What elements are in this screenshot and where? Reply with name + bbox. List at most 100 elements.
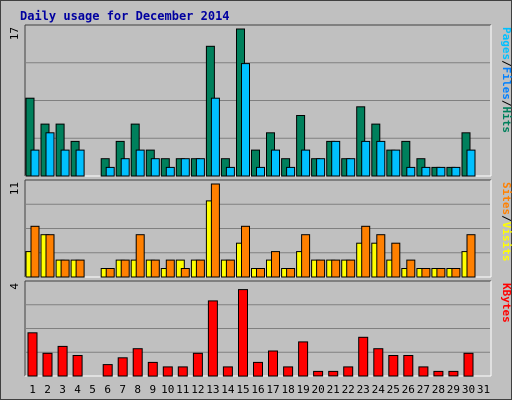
bar-sites-day-6: [105, 268, 115, 278]
bar-pages-day-6: [105, 166, 115, 177]
day-label-6: 6: [104, 383, 111, 396]
bar-sites-day-29: [451, 268, 461, 278]
bar-kbytes-day-27: [418, 366, 429, 377]
chart-title: Daily usage for December 2014: [20, 9, 230, 23]
day-label-18: 18: [281, 383, 294, 396]
bar-sites-day-17: [271, 251, 280, 278]
bar-pages-day-3: [60, 149, 70, 177]
bar-sites-day-11: [180, 268, 190, 278]
bar-kbytes-day-13: [207, 300, 218, 377]
day-label-8: 8: [134, 383, 141, 396]
bar-pages-day-15: [241, 63, 250, 177]
day-label-13: 13: [206, 383, 219, 396]
day-label-23: 23: [357, 383, 370, 396]
bar-pages-day-27: [421, 166, 431, 177]
bar-sites-day-25: [391, 242, 401, 278]
day-label-16: 16: [251, 383, 264, 396]
bar-sites-day-15: [241, 225, 250, 278]
bar-pages-day-28: [436, 166, 446, 177]
bar-kbytes-day-4: [72, 355, 83, 377]
bar-kbytes-day-22: [343, 366, 354, 377]
day-label-1: 1: [29, 383, 36, 396]
day-label-9: 9: [149, 383, 156, 396]
bar-sites-day-16: [256, 268, 265, 278]
bar-sites-day-18: [286, 268, 296, 278]
bar-kbytes-day-2: [42, 352, 53, 377]
bar-sites-day-23: [361, 225, 371, 278]
day-label-2: 2: [44, 383, 51, 396]
bar-kbytes-day-3: [57, 345, 68, 377]
day-label-7: 7: [119, 383, 126, 396]
ymax-label-visits-sites: 11: [8, 182, 21, 195]
bar-sites-day-19: [301, 234, 311, 278]
bar-sites-day-2: [45, 234, 55, 278]
series-label: Pages: [500, 27, 512, 60]
day-label-3: 3: [59, 383, 66, 396]
day-label-27: 27: [417, 383, 430, 396]
bar-sites-day-7: [120, 259, 130, 278]
bar-kbytes-day-21: [328, 370, 339, 377]
bar-kbytes-day-7: [117, 357, 128, 377]
bar-pages-day-25: [391, 149, 401, 177]
day-label-21: 21: [327, 383, 340, 396]
day-label-20: 20: [311, 383, 324, 396]
series-labels-kbytes: KBytes: [500, 283, 512, 323]
bar-sites-day-28: [436, 268, 446, 278]
bar-kbytes-day-20: [313, 370, 324, 377]
bar-kbytes-day-16: [253, 361, 263, 377]
bar-kbytes-day-30: [463, 352, 474, 377]
day-label-5: 5: [89, 383, 96, 396]
bar-kbytes-day-19: [298, 341, 309, 377]
series-label: /: [500, 100, 512, 107]
bar-pages-day-18: [286, 166, 296, 177]
bar-sites-day-22: [346, 259, 356, 278]
bar-kbytes-day-25: [388, 355, 399, 377]
bar-pages-day-8: [135, 149, 145, 177]
day-label-26: 26: [402, 383, 415, 396]
day-label-4: 4: [74, 383, 81, 396]
bar-pages-day-26: [406, 166, 416, 177]
bar-pages-day-11: [180, 158, 190, 177]
bar-pages-day-4: [75, 149, 85, 177]
bar-pages-day-19: [301, 149, 311, 177]
bar-pages-day-30: [466, 149, 476, 177]
series-label: KBytes: [500, 283, 512, 323]
day-label-10: 10: [161, 383, 174, 396]
bar-sites-day-12: [195, 259, 205, 278]
bar-pages-day-17: [271, 149, 280, 177]
bar-kbytes-day-29: [448, 370, 459, 377]
bar-sites-day-9: [150, 259, 160, 278]
bar-pages-day-10: [165, 166, 175, 177]
bar-kbytes-day-12: [192, 352, 203, 377]
bar-pages-day-14: [225, 166, 235, 177]
bar-sites-day-3: [60, 259, 70, 278]
day-label-12: 12: [191, 383, 204, 396]
day-label-25: 25: [387, 383, 400, 396]
series-label: Sites: [500, 182, 512, 215]
ymax-label-hits-files-pages: 17: [8, 27, 21, 40]
day-label-28: 28: [432, 383, 445, 396]
bar-pages-day-13: [210, 97, 220, 177]
bar-kbytes-day-18: [283, 366, 294, 377]
bar-hits-day-16: [251, 149, 260, 177]
series-labels-hits-files-pages: Pages/Files/Hits: [500, 27, 512, 133]
bar-pages-day-2: [45, 132, 55, 177]
bar-kbytes-day-24: [373, 348, 384, 377]
bar-pages-day-9: [150, 158, 160, 177]
bar-kbytes-day-23: [358, 336, 369, 377]
day-label-29: 29: [447, 383, 460, 396]
series-label: Files: [500, 67, 512, 100]
bar-sites-day-27: [421, 268, 431, 278]
bar-sites-day-8: [135, 234, 145, 278]
bar-sites-day-26: [406, 259, 416, 278]
ymax-label-kbytes: 4: [8, 283, 21, 290]
bar-pages-day-29: [451, 166, 461, 177]
day-label-17: 17: [266, 383, 279, 396]
bar-pages-day-23: [361, 140, 371, 177]
bar-pages-day-22: [346, 158, 356, 177]
bar-kbytes-day-28: [433, 370, 444, 377]
bar-sites-day-4: [75, 259, 85, 278]
bar-kbytes-day-26: [403, 355, 414, 377]
bar-sites-day-24: [376, 234, 386, 278]
